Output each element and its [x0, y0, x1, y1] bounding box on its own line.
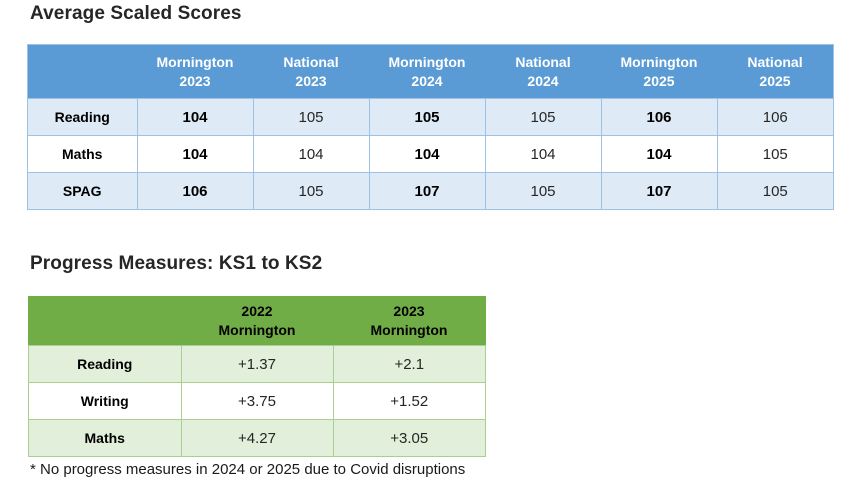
scaled-scores-row-label: Maths: [27, 135, 138, 173]
scaled-scores-column-header-line1: Mornington: [620, 53, 698, 70]
footnote: * No progress measures in 2024 or 2025 d…: [30, 461, 466, 478]
progress-row-label: Writing: [28, 382, 182, 420]
scaled-scores-column-header-line2: 2025: [759, 72, 791, 89]
progress-table-head: 2022 Mornington 2023 Mornington: [28, 296, 486, 346]
scaled-scores-column-header: Mornington 2023: [137, 44, 253, 99]
scaled-scores-cell: 105: [716, 135, 834, 173]
progress-title: Progress Measures: KS1 to KS2: [30, 253, 323, 274]
scaled-scores-cell: 104: [136, 98, 254, 136]
scaled-scores-row-label: Reading: [27, 98, 138, 136]
scaled-scores-column-header: National 2023: [253, 44, 369, 99]
scaled-scores-row: Reading 104 105 105 105 106 106: [27, 98, 834, 136]
progress-table-body: Reading +1.37 +2.1 Writing +3.75 +1.52 Maths +4…: [28, 345, 486, 457]
scaled-scores-cell: 104: [252, 135, 370, 173]
scaled-scores-column-header: National 2024: [485, 44, 601, 99]
scaled-scores-header-row: Mornington 2023 National 2023 Mornington 2024…: [27, 44, 834, 99]
progress-cell: +4.27: [180, 419, 334, 457]
scaled-scores-column-header-line2: 2024: [411, 72, 443, 89]
scaled-scores-column-header-line1: National: [747, 53, 803, 70]
scaled-scores-cell: 106: [136, 172, 254, 210]
scaled-scores-row-label: SPAG: [27, 172, 138, 210]
scaled-scores-column-header-line2: 2024: [527, 72, 559, 89]
progress-cell: +1.52: [332, 382, 486, 420]
scaled-scores-table-body: Reading 104 105 105 105 106 106 Maths 104 104 104 1…: [27, 98, 834, 210]
scaled-scores-row: Maths 104 104 104 104 104 105: [27, 135, 834, 173]
scaled-scores-cell: 106: [716, 98, 834, 136]
scaled-scores-column-header-line2: 2025: [643, 72, 675, 89]
scaled-scores-cell: 104: [600, 135, 718, 173]
progress-row: Writing +3.75 +1.52: [28, 382, 486, 420]
scaled-scores-table-head: Mornington 2023 National 2023 Mornington 2024…: [27, 44, 834, 99]
scaled-scores-cell: 105: [252, 98, 370, 136]
scaled-scores-cell: 106: [600, 98, 718, 136]
scaled-scores-title: Average Scaled Scores: [30, 3, 242, 24]
scaled-scores-cell: 105: [484, 98, 602, 136]
scaled-scores-cell: 104: [136, 135, 254, 173]
scaled-scores-column-header-line2: 2023: [179, 72, 211, 89]
scaled-scores-row: SPAG 106 105 107 105 107 105: [27, 172, 834, 210]
progress-column-header-line2: Mornington: [370, 322, 448, 338]
scaled-scores-cell: 105: [368, 98, 486, 136]
scaled-scores-column-header-line1: Mornington: [156, 53, 234, 70]
progress-cell: +1.37: [180, 345, 334, 383]
scaled-scores-column-header-line2: 2023: [295, 72, 327, 89]
progress-row: Reading +1.37 +2.1: [28, 345, 486, 383]
scaled-scores-column-header-line1: National: [515, 53, 571, 70]
progress-cell: +3.75: [180, 382, 334, 420]
progress-column-header-line2: Mornington: [218, 322, 296, 338]
scaled-scores-cell: 107: [600, 172, 718, 210]
progress-header-row: 2022 Mornington 2023 Mornington: [28, 296, 486, 346]
scaled-scores-cell: 107: [368, 172, 486, 210]
scaled-scores-column-header: National 2025: [717, 44, 834, 99]
progress-column-header: 2022 Mornington: [181, 296, 333, 346]
scaled-scores-cell: 104: [368, 135, 486, 173]
scaled-scores-column-header: Mornington 2024: [369, 44, 485, 99]
scaled-scores-column-header-line1: Mornington: [388, 53, 466, 70]
progress-row: Maths +4.27 +3.05: [28, 419, 486, 457]
progress-cell: +3.05: [332, 419, 486, 457]
progress-cell: +2.1: [332, 345, 486, 383]
scaled-scores-column-header-line1: National: [283, 53, 339, 70]
scaled-scores-cell: 105: [484, 172, 602, 210]
scaled-scores-cell: 105: [716, 172, 834, 210]
progress-row-label: Maths: [28, 419, 182, 457]
scaled-scores-table: Mornington 2023 National 2023 Mornington 2024…: [27, 44, 834, 210]
progress-table: 2022 Mornington 2023 Mornington Reading +1.3…: [28, 296, 486, 457]
scaled-scores-cell: 105: [252, 172, 370, 210]
scaled-scores-cell: 104: [484, 135, 602, 173]
scaled-scores-corner-cell: [27, 44, 137, 99]
progress-column-header: 2023 Mornington: [333, 296, 486, 346]
progress-column-header-line1: 2022: [241, 303, 273, 319]
scaled-scores-column-header: Mornington 2025: [601, 44, 717, 99]
progress-row-label: Reading: [28, 345, 182, 383]
progress-column-header-line1: 2023: [393, 303, 425, 319]
progress-corner-cell: [28, 296, 181, 346]
